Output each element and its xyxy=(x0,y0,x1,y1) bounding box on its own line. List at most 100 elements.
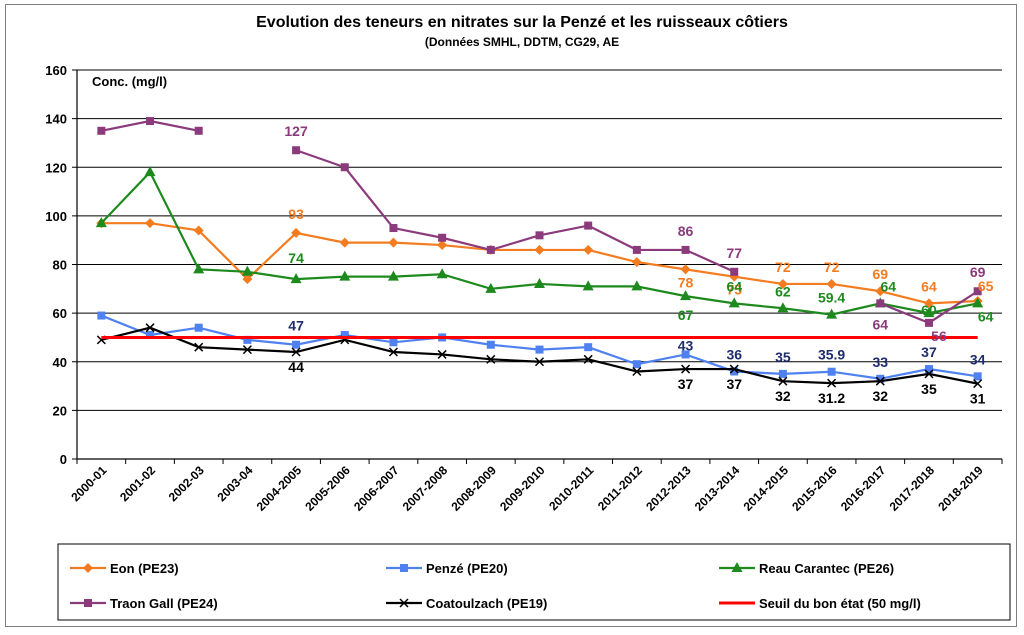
point-marker xyxy=(194,126,203,135)
x-tick-label: 2009-2010 xyxy=(497,463,548,514)
point-marker xyxy=(292,340,301,349)
point-marker xyxy=(145,218,156,229)
legend-label: Penzé (PE20) xyxy=(426,561,508,576)
point-marker xyxy=(339,270,351,281)
x-tick-label: 2018-2019 xyxy=(935,463,986,514)
x-tick-label: 2007-2008 xyxy=(400,463,451,514)
point-marker xyxy=(826,308,838,319)
data-label: 31.2 xyxy=(818,390,845,406)
data-label: 67 xyxy=(678,307,694,323)
point-marker xyxy=(241,265,253,276)
point-marker xyxy=(631,257,642,268)
x-tick-label: 2006-2007 xyxy=(351,463,402,514)
point-marker xyxy=(584,343,593,352)
data-label: 86 xyxy=(678,223,694,239)
point-marker xyxy=(729,364,739,374)
series-layer xyxy=(95,117,984,389)
point-marker xyxy=(146,117,155,126)
point-marker xyxy=(193,263,205,274)
x-tick-label: 2005-2006 xyxy=(302,463,353,514)
y-tick-label: 120 xyxy=(45,160,67,175)
axes xyxy=(72,69,1003,464)
data-label: 64 xyxy=(726,278,742,294)
data-label: 60 xyxy=(921,302,937,318)
chart-subtitle: (Données SMHL, DDTM, CG29, AE xyxy=(425,35,619,49)
data-label: 44 xyxy=(288,359,304,375)
data-label: 64 xyxy=(873,316,889,332)
point-marker xyxy=(535,231,544,240)
point-marker xyxy=(680,264,691,275)
data-label: 36 xyxy=(726,346,742,362)
gridlines xyxy=(77,69,1002,411)
point-marker xyxy=(924,369,934,379)
point-marker xyxy=(485,282,497,293)
legend-label: Traon Gall (PE24) xyxy=(110,596,218,611)
data-label: 62 xyxy=(775,283,791,299)
series-line xyxy=(100,170,978,316)
y-tick-label: 100 xyxy=(45,209,67,224)
legend-label: Eon (PE23) xyxy=(110,561,179,576)
y-tick-label: 40 xyxy=(53,355,67,370)
data-label: 77 xyxy=(726,245,742,261)
point-marker xyxy=(534,277,545,288)
data-label: 37 xyxy=(678,376,694,392)
x-tick-label: 2013-2014 xyxy=(692,463,743,514)
data-label: 37 xyxy=(921,344,937,360)
point-marker xyxy=(583,354,593,364)
series-0 xyxy=(96,218,983,309)
point-marker xyxy=(194,342,204,352)
data-label: 37 xyxy=(726,376,742,392)
data-label: 35.9 xyxy=(818,347,845,363)
legend-label: Seuil du bon état (50 mg/l) xyxy=(759,596,921,611)
x-tick-label: 2008-2009 xyxy=(448,463,499,514)
point-marker xyxy=(399,598,409,608)
data-label: 75 xyxy=(726,282,742,298)
point-marker xyxy=(291,347,301,357)
point-marker xyxy=(83,563,93,573)
point-marker xyxy=(731,562,743,572)
data-label: 127 xyxy=(284,123,308,139)
point-marker xyxy=(972,297,984,308)
data-label: 64 xyxy=(881,278,897,294)
point-marker xyxy=(631,280,643,291)
point-marker xyxy=(97,311,106,320)
point-marker xyxy=(437,349,447,359)
chart-frame xyxy=(5,4,1017,627)
point-marker xyxy=(778,376,788,386)
data-label: 35 xyxy=(921,381,937,397)
point-marker xyxy=(632,366,642,377)
y-tick-labels: 0 20 40 60 80 100 120 140 160 xyxy=(45,63,67,467)
legend-item: Reau Carantec (PE26) xyxy=(719,561,894,576)
data-label: 93 xyxy=(288,206,304,222)
legend-item: Penzé (PE20) xyxy=(386,561,508,576)
series-3 xyxy=(97,117,982,327)
point-marker xyxy=(876,299,885,308)
chart-title: Evolution des teneurs en nitrates sur la… xyxy=(256,14,788,31)
y-tick-label: 0 xyxy=(60,452,67,467)
point-marker xyxy=(387,270,399,281)
legend: Eon (PE23) Penzé (PE20) Reau Carantec (PE2… xyxy=(57,543,1011,621)
point-marker xyxy=(973,379,983,389)
legend-label: Coatoulzach (PE19) xyxy=(426,596,547,611)
legend-item: Coatoulzach (PE19) xyxy=(386,596,547,611)
point-marker xyxy=(728,297,740,308)
series-line xyxy=(101,119,979,325)
point-marker xyxy=(389,224,398,233)
point-marker xyxy=(584,221,593,230)
x-tick-label: 2002-03 xyxy=(166,463,207,504)
y-tick-label: 20 xyxy=(53,403,67,418)
data-label: 47 xyxy=(288,318,304,334)
point-marker xyxy=(486,354,496,364)
point-marker xyxy=(681,364,691,374)
data-label: 69 xyxy=(873,266,889,282)
y-tick-label: 140 xyxy=(45,112,67,127)
data-label: 74 xyxy=(288,250,304,266)
point-marker xyxy=(194,323,203,332)
data-label: 64 xyxy=(978,308,994,324)
legend-item: Eon (PE23) xyxy=(70,561,179,576)
x-tick-label: 2016-2017 xyxy=(838,463,889,514)
series-2 xyxy=(95,166,984,319)
point-marker xyxy=(632,360,641,369)
data-label: 43 xyxy=(678,337,694,353)
data-label: 33 xyxy=(873,354,889,370)
